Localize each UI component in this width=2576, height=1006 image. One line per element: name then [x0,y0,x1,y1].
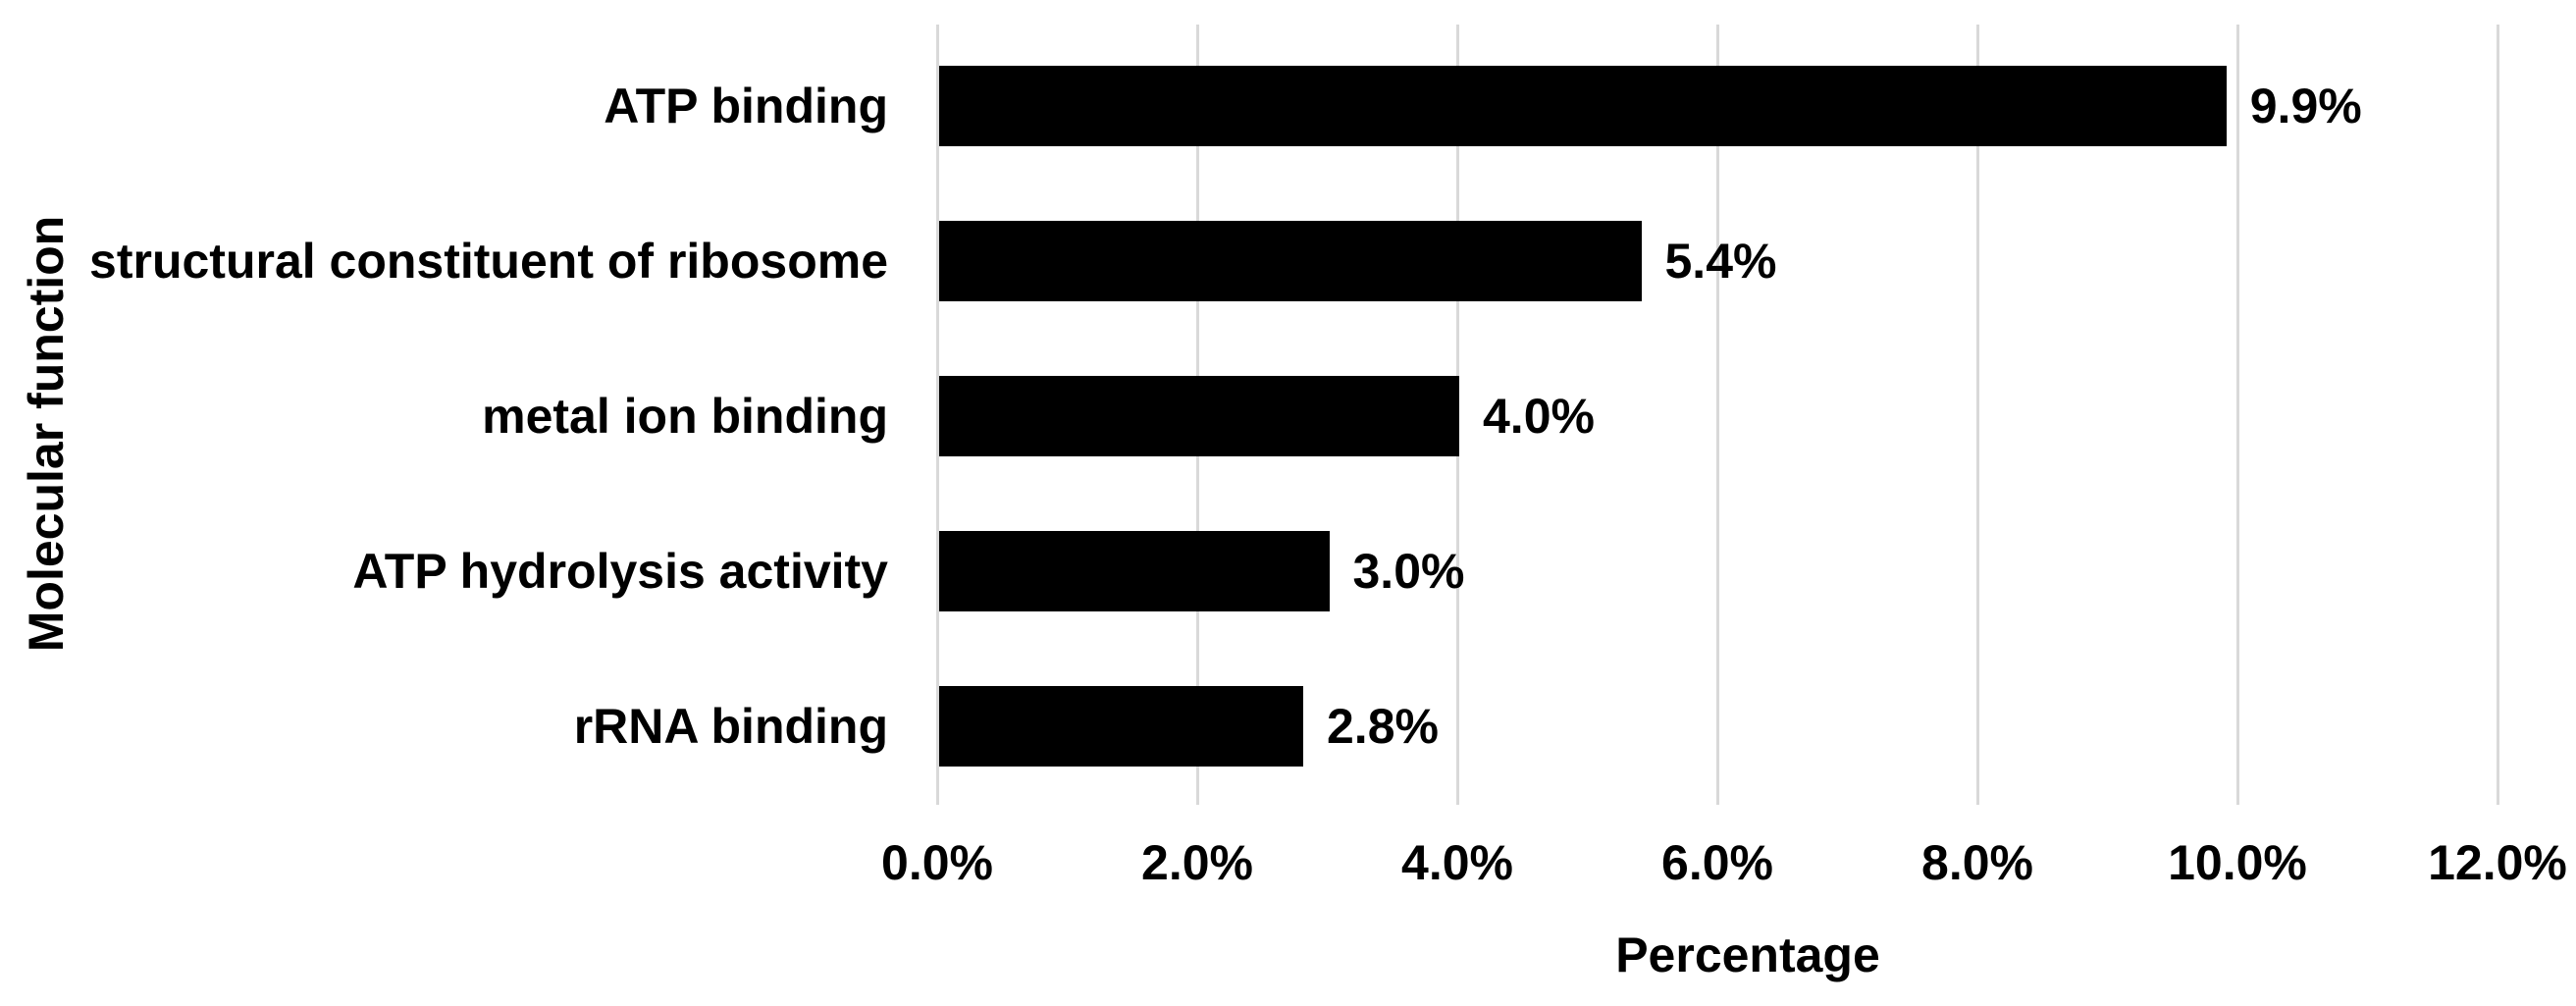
category-label: rRNA binding [573,699,888,754]
bar-value-label: 2.8% [1327,699,1439,754]
bar [939,686,1303,767]
x-tick-label: 10.0% [2168,835,2307,890]
category-label: ATP binding [604,79,888,133]
category-label: structural constituent of ribosome [89,234,888,289]
x-tick-label: 0.0% [881,835,993,890]
x-tick-label: 2.0% [1141,835,1253,890]
gridline [1976,25,1979,805]
bar [939,376,1459,456]
bar-value-label: 4.0% [1483,389,1595,444]
x-tick-label: 4.0% [1401,835,1513,890]
x-tick-label: 12.0% [2428,835,2567,890]
bar-value-label: 3.0% [1352,544,1465,599]
gridline [2236,25,2239,805]
bar [939,221,1642,301]
gridline [936,25,939,805]
bar-value-label: 9.9% [2249,79,2362,133]
gridline [1716,25,1719,805]
bar [939,66,2227,146]
bar [939,531,1330,611]
gridline [2497,25,2499,805]
category-label: ATP hydrolysis activity [352,544,888,599]
x-axis-title: Percentage [1615,927,1880,982]
category-label: metal ion binding [482,389,888,444]
x-tick-label: 6.0% [1661,835,1773,890]
bar-value-label: 5.4% [1664,234,1777,289]
x-tick-label: 8.0% [1921,835,2033,890]
